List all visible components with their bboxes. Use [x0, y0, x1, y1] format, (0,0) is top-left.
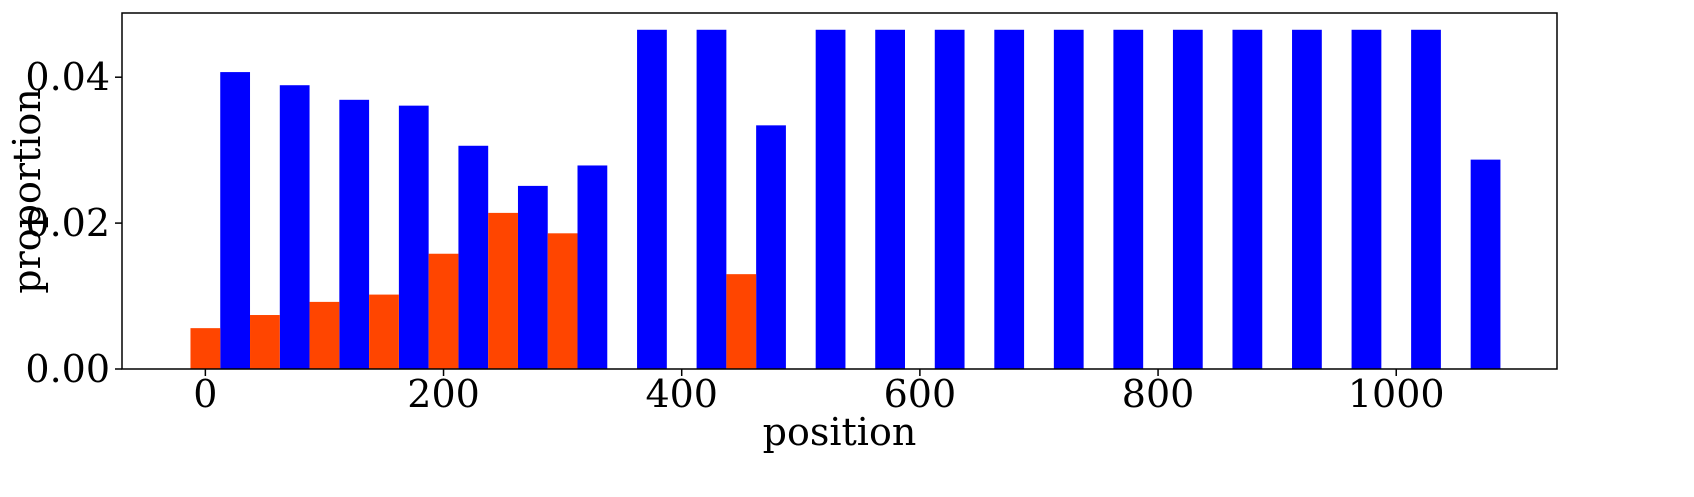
x-tick-label: 400 — [645, 372, 718, 416]
x-tick-label: 1000 — [1348, 372, 1445, 416]
bar — [1292, 29, 1322, 370]
y-axis-ticks: 0.00 0.02 0.04 — [25, 55, 122, 391]
bar — [1411, 29, 1441, 370]
bar — [309, 301, 340, 369]
bar — [488, 212, 518, 369]
bar — [1113, 29, 1144, 370]
y-tick-label: 0.00 — [25, 347, 110, 391]
x-axis-label: position — [763, 410, 917, 454]
bar — [250, 315, 280, 369]
bar — [1053, 29, 1084, 370]
bar — [1172, 29, 1203, 370]
bar — [517, 185, 548, 369]
x-tick-label: 200 — [407, 372, 480, 416]
bar — [547, 233, 578, 369]
x-axis-ticks: 0 200 400 600 800 1000 — [193, 369, 1445, 416]
bar — [637, 29, 667, 370]
bar — [994, 29, 1025, 370]
bar — [934, 29, 965, 370]
bar — [428, 253, 459, 369]
bar — [577, 165, 608, 369]
y-tick-label: 0.02 — [25, 201, 110, 245]
bar — [279, 85, 310, 369]
x-tick-label: 0 — [193, 372, 217, 416]
bar — [339, 99, 370, 370]
bar — [458, 145, 489, 369]
bar — [1351, 29, 1382, 370]
bar — [815, 29, 846, 370]
bar — [398, 105, 429, 370]
x-tick-label: 800 — [1122, 372, 1195, 416]
bar — [220, 72, 251, 370]
bar — [190, 328, 221, 369]
bar — [1232, 29, 1263, 370]
y-axis-label: proportion — [5, 88, 49, 294]
bar — [756, 125, 786, 369]
bar — [696, 29, 727, 370]
bar — [726, 274, 757, 369]
plot-frame — [121, 12, 1558, 370]
bars-group — [190, 29, 1501, 370]
bar — [875, 29, 905, 370]
bar — [369, 294, 399, 369]
x-tick-label: 600 — [884, 372, 957, 416]
bar — [1470, 159, 1501, 369]
y-tick-label: 0.04 — [25, 55, 110, 99]
